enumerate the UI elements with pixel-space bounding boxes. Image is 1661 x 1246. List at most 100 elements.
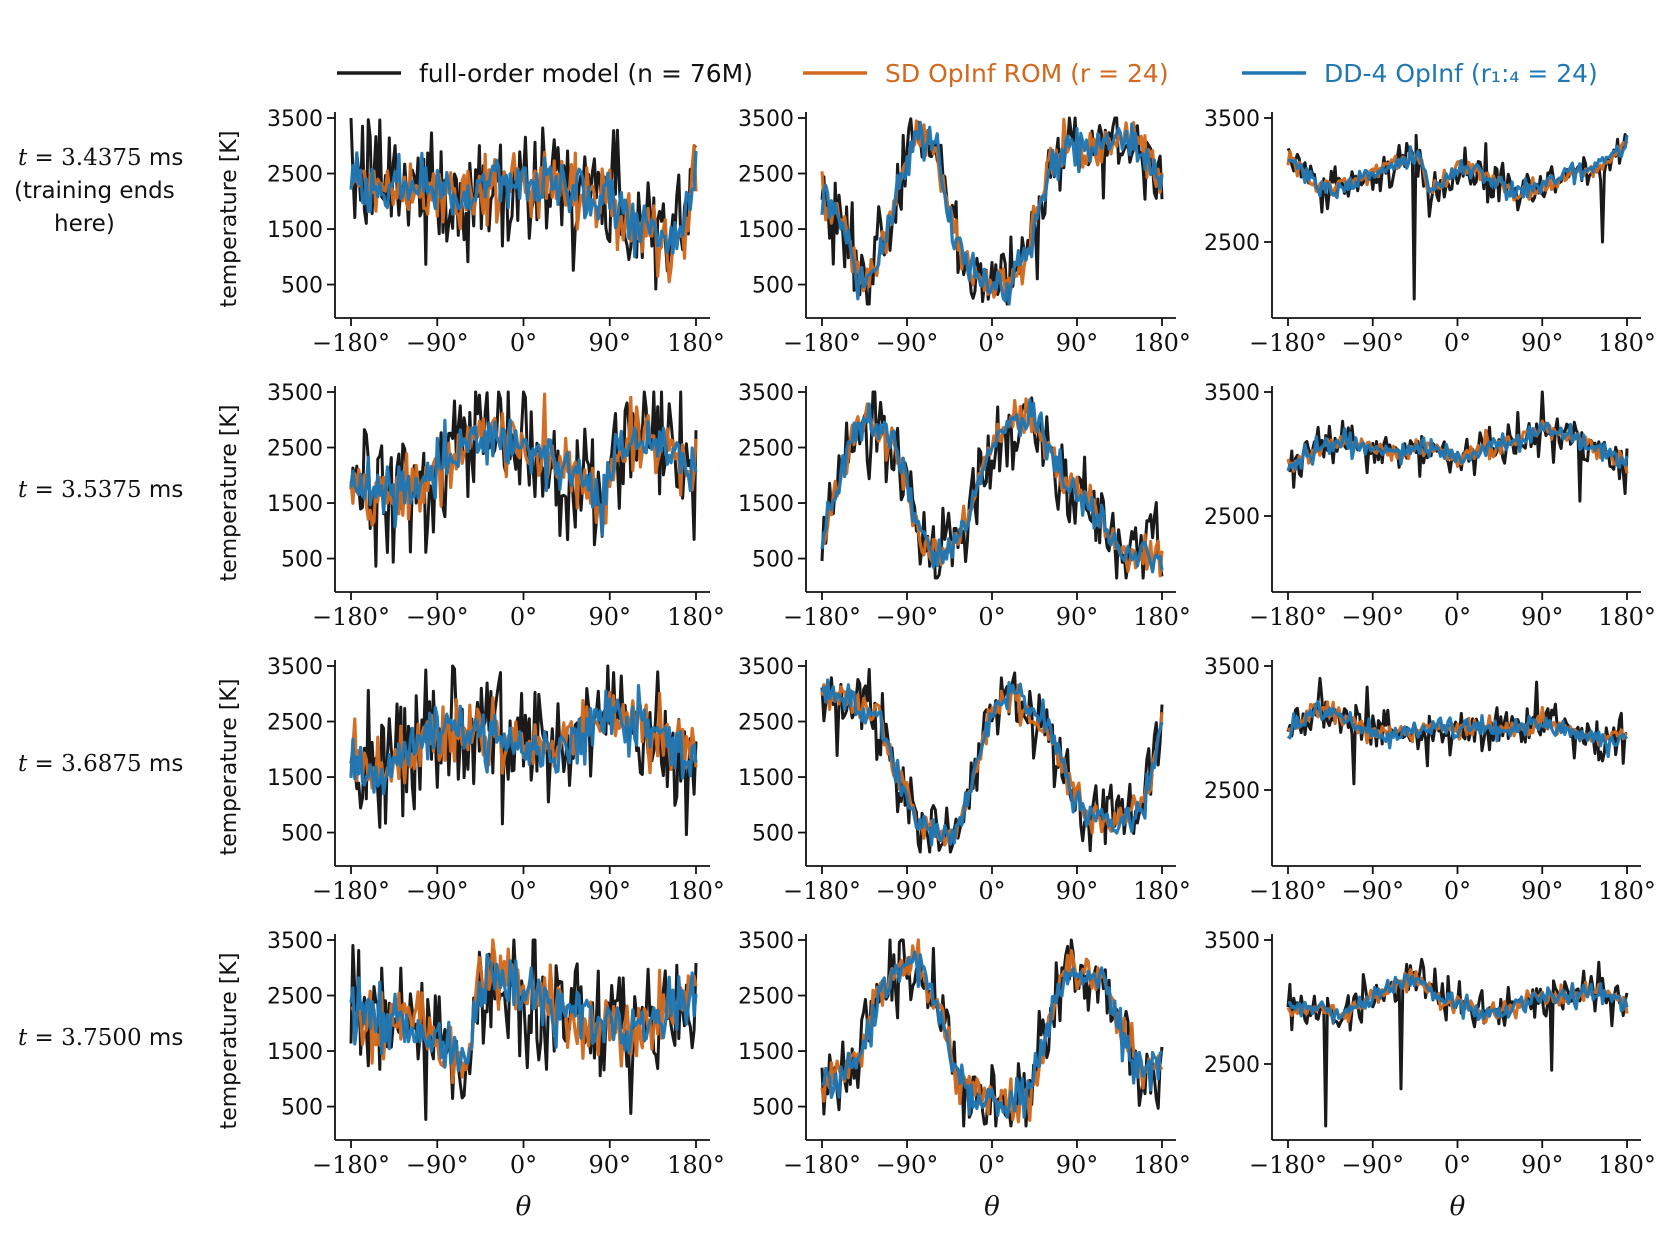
y-tick-label: 3500 [1204, 107, 1260, 132]
series-line-fom [820, 116, 1164, 306]
y-tick-label: 500 [752, 274, 794, 299]
x-tick-label: 90° [588, 329, 631, 357]
panel-r0-c2: 2500 3500 −180° −90° 0° 90° 180° [1204, 107, 1656, 357]
series-line-dd [820, 120, 1164, 306]
x-tick-label: −90° [406, 877, 469, 905]
panel-r1-c2: 2500 3500 −180° −90° 0° 90° 180° [1204, 381, 1656, 631]
series-line-dd [349, 418, 698, 537]
x-tick-label: 180° [667, 1151, 725, 1179]
x-tick-label: 0° [1444, 877, 1471, 905]
x-tick-label: 180° [1133, 603, 1191, 631]
x-tick-label: −180° [783, 603, 861, 631]
legend-label-fom: full-order model (n = 76M) [419, 59, 753, 88]
y-tick-label: 500 [281, 1096, 323, 1121]
panel-r2-c1: 500 1500 2500 3500 −180° −90° 0° 90° 180° [738, 655, 1191, 905]
row-note-line: here) [54, 211, 115, 237]
y-tick-label: 2500 [267, 985, 323, 1010]
x-tick-label: −90° [1341, 1151, 1404, 1179]
series-line-fom [1286, 133, 1629, 301]
series-line-dd [1287, 972, 1629, 1025]
series-line-dd [349, 953, 698, 1073]
y-tick-label: 1500 [738, 492, 794, 517]
x-tick-label: −180° [1249, 877, 1327, 905]
y-tick-label: 3500 [738, 381, 794, 406]
x-tick-label: 0° [978, 877, 1005, 905]
x-tick-label: 0° [978, 1151, 1005, 1179]
x-tick-label: 0° [510, 1151, 537, 1179]
x-tick-label: −90° [406, 603, 469, 631]
y-tick-label: 1500 [738, 1040, 794, 1065]
x-tick-label: −90° [1341, 877, 1404, 905]
series-line-fom [820, 390, 1164, 580]
x-axis-label-col0: θ [516, 1192, 532, 1222]
y-tick-label: 1500 [267, 492, 323, 517]
x-tick-label: 180° [1598, 603, 1656, 631]
panel-r3-c1: 500 1500 2500 3500 −180° −90° 0° 90° 180° [738, 929, 1191, 1179]
y-tick-label: 500 [752, 822, 794, 847]
row-time-label: t = 3.4375 ms [18, 145, 183, 171]
x-tick-label: 90° [1056, 603, 1099, 631]
legend-label-dd: DD-4 OpInf (r₁:₄ = 24) [1324, 59, 1598, 88]
y-axis-label: temperature [K] [217, 679, 242, 856]
series-line-dd [1286, 421, 1629, 472]
x-tick-label: −180° [1249, 1151, 1327, 1179]
x-tick-label: 90° [1521, 603, 1564, 631]
x-tick-label: −180° [312, 329, 390, 357]
y-tick-label: 2500 [267, 711, 323, 736]
y-tick-label: 3500 [1204, 929, 1260, 954]
x-tick-label: −180° [783, 329, 861, 357]
x-tick-label: −90° [406, 1151, 469, 1179]
x-tick-label: 180° [1133, 877, 1191, 905]
panel-r3-c2: 2500 3500 −180° −90° 0° 90° 180° [1204, 929, 1656, 1179]
y-tick-label: 500 [752, 548, 794, 573]
panel-grid: 500 1500 2500 3500 −180° −90° 0° 90° 180° tempera… [217, 107, 1656, 1179]
x-tick-label: 90° [588, 603, 631, 631]
x-tick-label: −90° [1341, 603, 1404, 631]
x-tick-label: −90° [1341, 329, 1404, 357]
y-tick-label: 2500 [738, 437, 794, 462]
series-line-fom [349, 117, 698, 291]
x-tick-label: 0° [978, 329, 1005, 357]
x-tick-label: 180° [667, 877, 725, 905]
series-line-fom [820, 668, 1164, 854]
series-line-sd [821, 397, 1164, 578]
y-tick-label: 1500 [267, 766, 323, 791]
x-tick-label: 180° [667, 329, 725, 357]
x-tick-label: −90° [876, 603, 939, 631]
x-tick-label: 0° [510, 877, 537, 905]
x-tick-label: −90° [876, 1151, 939, 1179]
y-tick-label: 3500 [738, 655, 794, 680]
series-line-dd [820, 678, 1164, 847]
y-tick-label: 2500 [738, 163, 794, 188]
x-tick-label: 0° [978, 603, 1005, 631]
x-tick-label: −180° [783, 877, 861, 905]
x-tick-label: −180° [1249, 603, 1327, 631]
x-tick-label: 180° [1133, 1151, 1191, 1179]
x-tick-label: 180° [667, 603, 725, 631]
row-labels: t = 3.4375 ms (training ends here) t = 3.53… [14, 145, 183, 1051]
y-tick-label: 2500 [738, 985, 794, 1010]
row-label-2: t = 3.6875 ms [18, 751, 183, 777]
series-line-sd [350, 938, 698, 1085]
row-note-line: (training ends [14, 178, 175, 204]
y-tick-label: 2500 [1204, 1053, 1260, 1078]
x-tick-label: 90° [588, 1151, 631, 1179]
x-tick-label: 90° [1521, 329, 1564, 357]
x-tick-label: 90° [1056, 329, 1099, 357]
series-line-dd [349, 150, 698, 259]
panel-r0-c1: 500 1500 2500 3500 −180° −90° 0° 90° 180° [738, 107, 1191, 357]
x-tick-label: 90° [1521, 877, 1564, 905]
x-tick-label: 0° [1444, 329, 1471, 357]
y-tick-label: 3500 [267, 381, 323, 406]
x-tick-label: 180° [1598, 1151, 1656, 1179]
legend-label-sd: SD OpInf ROM (r = 24) [885, 59, 1169, 88]
x-axis-label-col2: θ [1450, 1192, 1466, 1222]
y-tick-label: 2500 [267, 163, 323, 188]
row-time-label: t = 3.5375 ms [18, 477, 183, 503]
row-label-3: t = 3.7500 ms [18, 1025, 183, 1051]
x-axis-label-col1: θ [984, 1192, 1000, 1222]
y-tick-label: 1500 [738, 766, 794, 791]
y-axis-label: temperature [K] [217, 953, 242, 1130]
x-tick-label: 90° [1056, 1151, 1099, 1179]
